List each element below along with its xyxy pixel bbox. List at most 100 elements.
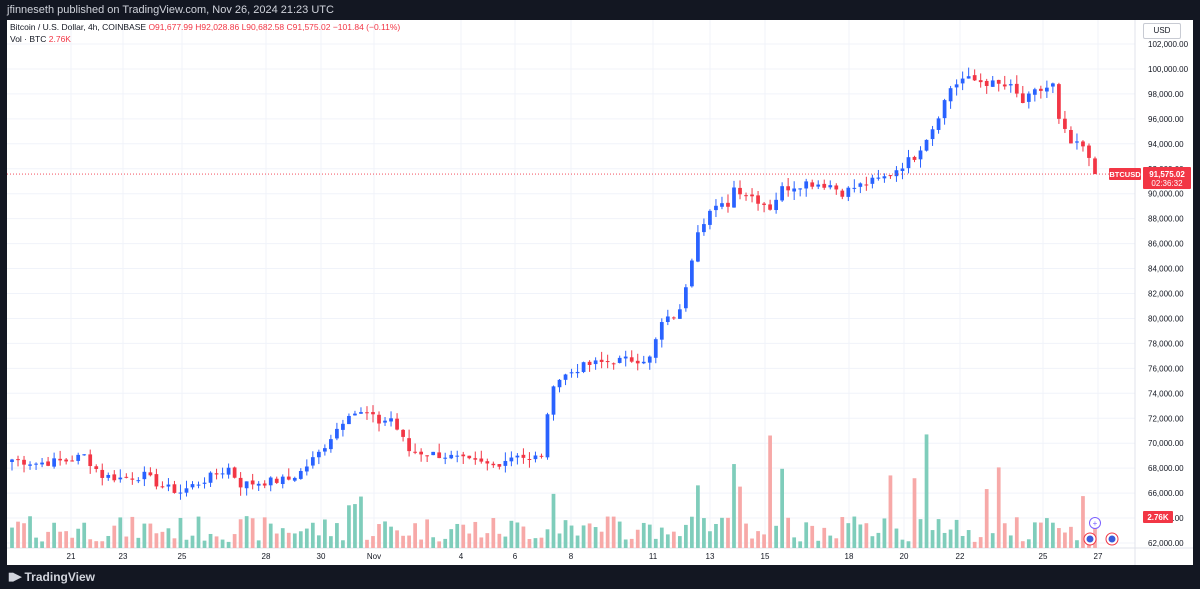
candle-body[interactable] xyxy=(124,476,129,478)
candle-body[interactable] xyxy=(473,458,478,460)
candle-body[interactable] xyxy=(419,451,423,455)
candle-body[interactable] xyxy=(52,458,56,467)
candle-body[interactable] xyxy=(527,458,532,460)
candle-body[interactable] xyxy=(437,452,442,459)
candle-body[interactable] xyxy=(16,459,20,461)
candle-body[interactable] xyxy=(1057,84,1061,119)
candle-body[interactable] xyxy=(46,461,50,466)
candle-body[interactable] xyxy=(353,413,357,416)
candle-body[interactable] xyxy=(88,454,93,467)
candle-body[interactable] xyxy=(94,466,99,469)
candle-body[interactable] xyxy=(341,423,345,430)
candle-body[interactable] xyxy=(310,457,315,466)
candle-body[interactable] xyxy=(395,418,399,430)
candle-body[interactable] xyxy=(557,379,562,388)
candle-body[interactable] xyxy=(864,184,869,186)
candle-body[interactable] xyxy=(202,482,207,484)
candle-body[interactable] xyxy=(1081,141,1085,147)
candle-body[interactable] xyxy=(304,466,309,472)
candle-body[interactable] xyxy=(978,80,983,83)
candle-body[interactable] xyxy=(335,428,339,439)
candle-body[interactable] xyxy=(954,84,959,88)
candle-body[interactable] xyxy=(804,181,809,189)
candle-body[interactable] xyxy=(166,484,171,487)
candle-body[interactable] xyxy=(244,481,249,489)
candle-body[interactable] xyxy=(575,371,580,374)
chart-frame[interactable]: Bitcoin / U.S. Dollar, 4h, COINBASE O91,… xyxy=(7,20,1193,565)
candle-body[interactable] xyxy=(593,360,598,365)
candle-body[interactable] xyxy=(569,372,574,374)
candle-body[interactable] xyxy=(256,483,261,486)
candle-body[interactable] xyxy=(960,78,965,84)
candle-body[interactable] xyxy=(142,471,147,480)
candle-body[interactable] xyxy=(912,156,917,160)
candle-body[interactable] xyxy=(503,460,508,466)
candle-body[interactable] xyxy=(702,224,706,233)
candle-body[interactable] xyxy=(792,188,797,192)
candle-body[interactable] xyxy=(196,484,201,486)
candle-body[interactable] xyxy=(10,459,14,462)
candle-body[interactable] xyxy=(280,476,285,485)
candle-body[interactable] xyxy=(948,88,953,102)
candle-body[interactable] xyxy=(323,448,327,452)
candle-body[interactable] xyxy=(485,461,490,464)
candle-body[interactable] xyxy=(389,418,393,422)
candle-body[interactable] xyxy=(828,185,833,188)
candle-body[interactable] xyxy=(443,457,448,459)
candle-body[interactable] xyxy=(70,460,75,462)
candle-body[interactable] xyxy=(1032,89,1037,95)
candle-body[interactable] xyxy=(449,454,454,459)
candle-body[interactable] xyxy=(82,454,87,456)
currency-button[interactable]: USD xyxy=(1143,23,1181,39)
tradingview-logo[interactable]: ▮▶ TradingView xyxy=(8,566,95,589)
candle-body[interactable] xyxy=(840,190,845,197)
candle-body[interactable] xyxy=(744,195,748,197)
legend-vol-label[interactable]: Vol · BTC xyxy=(10,34,47,44)
candle-body[interactable] xyxy=(822,183,827,188)
candle-body[interactable] xyxy=(467,455,472,459)
candle-body[interactable] xyxy=(509,457,514,462)
candle-body[interactable] xyxy=(178,492,183,494)
candle-body[interactable] xyxy=(870,177,875,184)
candle-body[interactable] xyxy=(665,316,670,323)
candle-body[interactable] xyxy=(611,363,616,365)
candle-body[interactable] xyxy=(1069,129,1073,144)
candle-body[interactable] xyxy=(1026,93,1031,102)
candle-body[interactable] xyxy=(154,474,159,487)
candle-body[interactable] xyxy=(1038,88,1043,91)
candle-body[interactable] xyxy=(377,414,381,424)
candle-body[interactable] xyxy=(539,455,544,457)
candle-body[interactable] xyxy=(924,139,929,151)
candle-body[interactable] xyxy=(936,118,941,130)
candle-body[interactable] xyxy=(190,484,195,488)
candle-body[interactable] xyxy=(461,454,466,457)
candle-body[interactable] xyxy=(232,467,237,478)
candle-body[interactable] xyxy=(966,76,971,79)
candle-body[interactable] xyxy=(1075,141,1079,143)
candle-body[interactable] xyxy=(64,459,69,462)
candle-body[interactable] xyxy=(882,176,887,179)
candle-body[interactable] xyxy=(738,187,742,195)
candle-body[interactable] xyxy=(750,194,754,197)
candle-body[interactable] xyxy=(599,359,604,362)
candle-body[interactable] xyxy=(329,439,333,450)
candlestick-chart[interactable]: 102,000.00 100,000.00 98,000.00 96,000.00 94… xyxy=(7,20,1193,565)
candle-body[interactable] xyxy=(76,454,81,461)
candle-body[interactable] xyxy=(720,203,724,207)
candle-body[interactable] xyxy=(172,484,177,493)
candle-body[interactable] xyxy=(1063,118,1067,129)
candle-body[interactable] xyxy=(316,451,321,458)
candle-body[interactable] xyxy=(605,361,610,363)
legend-symbol[interactable]: Bitcoin / U.S. Dollar, 4h, COINBASE xyxy=(10,22,147,32)
candle-body[interactable] xyxy=(858,183,863,187)
candle-body[interactable] xyxy=(262,483,267,486)
candle-body[interactable] xyxy=(690,260,694,287)
candle-body[interactable] xyxy=(28,464,32,466)
candle-body[interactable] xyxy=(401,429,405,437)
candle-body[interactable] xyxy=(1002,84,1007,87)
candle-body[interactable] xyxy=(1093,158,1097,175)
candle-body[interactable] xyxy=(786,186,791,191)
candle-body[interactable] xyxy=(515,455,520,458)
candle-body[interactable] xyxy=(214,473,219,475)
candle-body[interactable] xyxy=(58,458,62,461)
